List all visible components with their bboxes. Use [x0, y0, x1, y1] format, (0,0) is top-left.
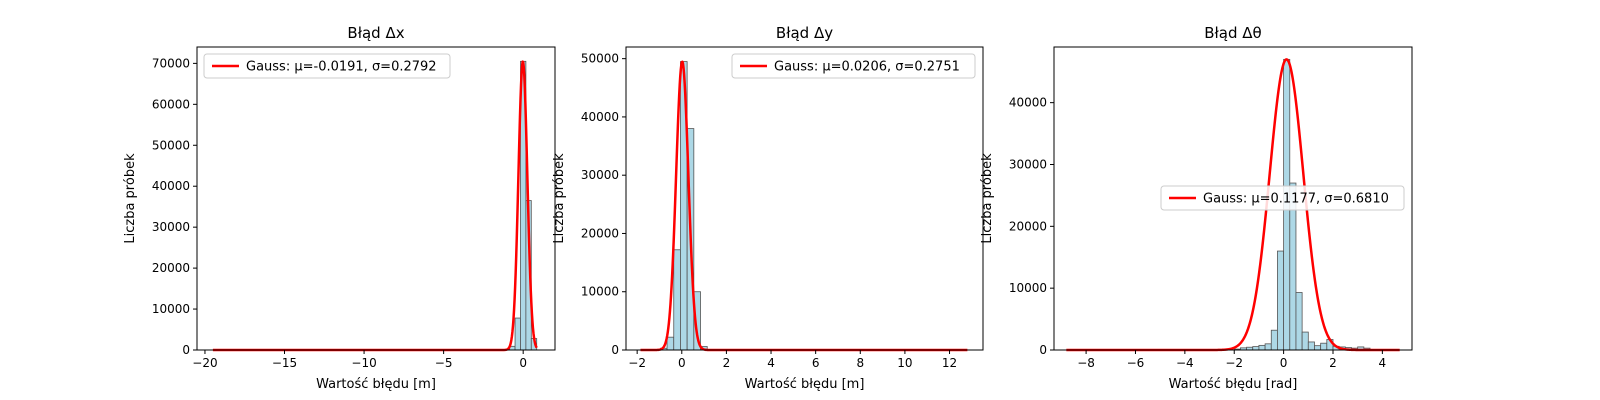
y-tick-label: 10000: [152, 302, 190, 316]
histogram-bar: [1277, 250, 1285, 351]
y-tick-label: 10000: [581, 285, 619, 299]
y-tick-label: 70000: [152, 56, 190, 70]
x-tick-label: 2: [1329, 356, 1337, 370]
histogram-bar: [673, 249, 681, 351]
y-axis-label: Liczba próbek: [123, 153, 138, 244]
x-tick-label: 8: [856, 356, 864, 370]
chart-title: Błąd Δx: [347, 24, 404, 42]
x-tick-label: 0: [678, 356, 686, 370]
histogram-bar: [1252, 346, 1260, 351]
y-tick-label: 50000: [152, 138, 190, 152]
histogram-bar: [1314, 345, 1322, 351]
chart-panel-3: −8 −6 −4 −2 0 2 4 0 10000 20000 30000 40000 Błąd Δθ W…: [980, 24, 1413, 392]
x-tick-label: −6: [1127, 356, 1145, 370]
histogram-bar: [1295, 292, 1303, 351]
chart-title: Błąd Δy: [776, 24, 833, 42]
chart-title: Błąd Δθ: [1204, 24, 1261, 42]
y-tick-label: 20000: [581, 226, 619, 240]
histogram-bar: [1307, 341, 1315, 351]
x-tick-label: −5: [435, 356, 453, 370]
histogram-bar: [514, 317, 521, 351]
histogram-bar: [1301, 331, 1309, 351]
legend-box: [731, 53, 976, 79]
legend-label: Gauss: μ=0.1177, σ=0.6810: [1203, 192, 1389, 207]
axes-frame: [196, 46, 556, 351]
histogram-bar: [666, 336, 675, 351]
y-tick-label: 10000: [1009, 281, 1047, 295]
x-axis-label: Wartość błędu [m]: [745, 377, 865, 392]
x-tick-label: −2: [628, 356, 646, 370]
x-tick-label: −10: [351, 356, 376, 370]
histogram-bar: [1264, 343, 1272, 351]
y-tick-label: 0: [611, 343, 619, 357]
y-tick-label: 60000: [152, 97, 190, 111]
x-tick-label: 2: [723, 356, 731, 370]
y-tick-label: 30000: [581, 168, 619, 182]
y-axis-label: Liczba próbek: [980, 153, 995, 244]
y-tick-label: 50000: [581, 52, 619, 66]
y-tick-label: 0: [182, 343, 190, 357]
x-axis-label: Wartość błędu [rad]: [1169, 377, 1298, 392]
x-tick-label: −8: [1077, 356, 1095, 370]
y-tick-label: 30000: [152, 220, 190, 234]
legend-label: Gauss: μ=-0.0191, σ=0.2792: [246, 60, 437, 75]
axes-frame: [1053, 46, 1413, 351]
histogram-bar: [1258, 344, 1266, 351]
legend-label: Gauss: μ=0.0206, σ=0.2751: [774, 60, 960, 75]
y-tick-label: 30000: [1009, 157, 1047, 171]
y-tick-label: 40000: [581, 110, 619, 124]
x-tick-label: 6: [812, 356, 820, 370]
y-tick-label: 40000: [1009, 96, 1047, 110]
legend: Gauss: μ=-0.0191, σ=0.2792: [203, 53, 451, 79]
x-tick-label: 10: [897, 356, 912, 370]
y-tick-label: 0: [1039, 343, 1047, 357]
x-tick-label: 12: [942, 356, 957, 370]
legend-box: [1160, 185, 1405, 211]
x-tick-label: 0: [519, 356, 527, 370]
chart-panel-2: −2 0 2 4 6 8 10 12 0 10000 20000 30000 40000 50000 Błą…: [552, 24, 984, 392]
x-tick-label: −20: [192, 356, 217, 370]
legend: Gauss: μ=0.0206, σ=0.2751: [731, 53, 976, 79]
axes-frame: [625, 46, 984, 351]
legend-box: [203, 53, 451, 79]
histogram-bar: [1320, 342, 1328, 351]
x-tick-label: −15: [272, 356, 297, 370]
legend: Gauss: μ=0.1177, σ=0.6810: [1160, 185, 1405, 211]
y-axis-label: Liczba próbek: [552, 153, 567, 244]
x-tick-label: 4: [1379, 356, 1387, 370]
gauss-fit-line: [212, 60, 538, 352]
x-tick-label: 0: [1280, 356, 1288, 370]
y-tick-label: 20000: [152, 261, 190, 275]
x-axis-label: Wartość błędu [m]: [316, 377, 436, 392]
x-tick-label: 4: [767, 356, 775, 370]
histogram-bar: [1270, 329, 1278, 351]
chart-panel-1: −20 −15 −10 −5 0 0 10000 20000 30000 40000 50000 60…: [123, 24, 556, 392]
x-tick-label: −2: [1225, 356, 1243, 370]
y-tick-label: 40000: [152, 179, 190, 193]
y-tick-label: 20000: [1009, 219, 1047, 233]
x-tick-label: −4: [1176, 356, 1194, 370]
